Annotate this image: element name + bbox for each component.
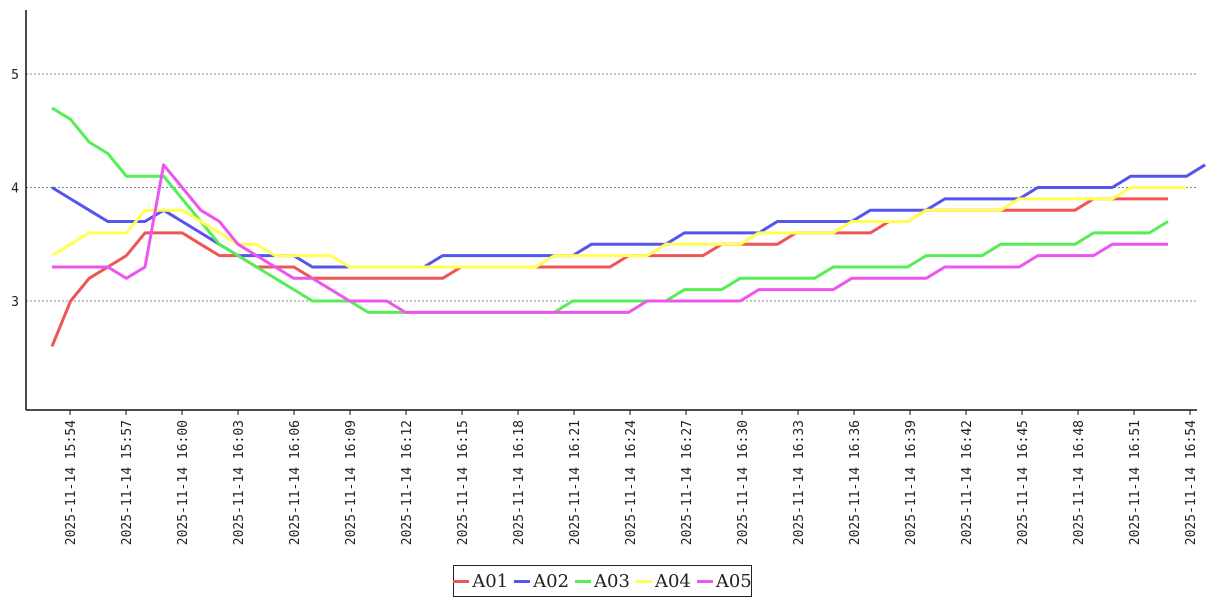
series-lines [50, 106, 1206, 347]
y-axis-ticks: 3 4 5 [11, 68, 19, 310]
series-line-a05 [52, 163, 1168, 314]
x-tick-label: 2025-11-14 16:30 [736, 420, 751, 545]
legend-item-a04: A04 [635, 570, 691, 592]
x-axis-ticks: 2025-11-14 15:54 2025-11-14 15:57 2025-11-… [64, 410, 1199, 545]
x-tick-label: 2025-11-14 16:42 [960, 420, 975, 545]
legend: A01 A02 A03 A04 A05 [453, 565, 752, 597]
x-tick-label: 2025-11-14 16:33 [792, 420, 807, 545]
x-tick-label: 2025-11-14 15:57 [120, 420, 135, 545]
x-tick-label: 2025-11-14 15:54 [64, 420, 79, 545]
legend-label: A04 [654, 570, 691, 592]
x-tick-label: 2025-11-14 16:00 [176, 420, 191, 545]
series-line-a03 [51, 106, 1169, 314]
axes [25, 10, 1197, 411]
legend-swatch [635, 579, 652, 583]
x-tick-label: 2025-11-14 16:27 [680, 420, 695, 545]
x-tick-label: 2025-11-14 16:36 [848, 420, 863, 545]
series-line-a04 [51, 186, 1187, 269]
x-tick-label: 2025-11-14 16:54 [1184, 420, 1199, 545]
y-tick-label: 4 [11, 182, 19, 197]
x-tick-label: 2025-11-14 16:48 [1072, 420, 1087, 545]
x-tick-label: 2025-11-14 16:24 [624, 420, 639, 545]
legend-swatch [575, 579, 592, 583]
legend-item-a01: A01 [453, 571, 508, 592]
x-tick-label: 2025-11-14 16:39 [904, 420, 919, 545]
legend-swatch [514, 579, 531, 583]
x-tick-label: 2025-11-14 16:03 [232, 420, 247, 545]
legend-swatch [696, 579, 713, 583]
legend-label: A05 [715, 570, 752, 592]
y-tick-label: 5 [11, 68, 19, 83]
x-tick-label: 2025-11-14 16:06 [288, 420, 303, 545]
legend-swatch [453, 579, 470, 583]
legend-item-a03: A03 [575, 571, 630, 592]
x-tick-label: 2025-11-14 16:45 [1016, 420, 1031, 545]
legend-item-a05: A05 [696, 570, 752, 592]
x-tick-label: 2025-11-14 16:18 [512, 420, 527, 545]
legend-item-a02: A02 [514, 571, 569, 592]
legend-label: A02 [533, 570, 570, 592]
x-tick-label: 2025-11-14 16:51 [1128, 420, 1143, 545]
x-tick-label: 2025-11-14 16:12 [400, 420, 415, 545]
x-tick-label: 2025-11-14 16:09 [344, 420, 359, 545]
series-line-a02 [51, 163, 1206, 269]
legend-label: A01 [472, 570, 509, 592]
x-tick-label: 2025-11-14 16:15 [456, 420, 471, 545]
y-tick-label: 3 [11, 295, 19, 310]
legend-label: A03 [594, 570, 630, 592]
x-tick-label: 2025-11-14 16:21 [568, 420, 583, 545]
